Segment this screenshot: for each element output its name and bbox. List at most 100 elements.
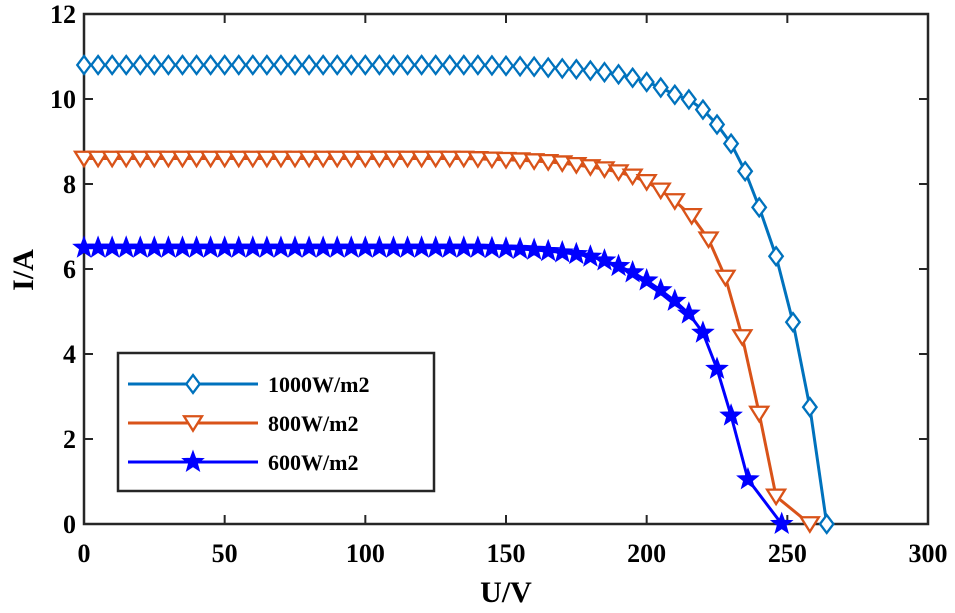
x-tick-label: 50	[212, 539, 238, 568]
data-point	[497, 54, 515, 77]
x-tick-label: 250	[768, 539, 807, 568]
data-point	[596, 61, 613, 84]
data-point	[230, 54, 247, 76]
y-tick-label: 8	[63, 170, 76, 199]
data-point	[697, 231, 720, 250]
data-point	[784, 311, 802, 334]
legend-item: 1000W/m2	[128, 372, 369, 397]
data-point	[185, 150, 208, 169]
data-point	[241, 150, 264, 169]
data-point	[523, 153, 546, 171]
data-point	[708, 113, 726, 136]
data-point	[357, 54, 374, 76]
legend-label: 800W/m2	[268, 411, 358, 436]
data-point	[314, 54, 332, 76]
data-point	[86, 150, 110, 169]
series-1	[72, 150, 821, 534]
data-point	[413, 54, 430, 76]
data-point	[705, 356, 729, 379]
data-point	[441, 54, 458, 76]
data-point	[72, 150, 96, 169]
data-point	[188, 54, 205, 76]
data-point	[174, 54, 191, 76]
data-point	[769, 511, 794, 535]
data-point	[483, 54, 501, 77]
data-point	[634, 268, 659, 291]
data-point	[579, 159, 602, 177]
data-point	[115, 150, 138, 169]
data-point	[606, 253, 631, 277]
data-point	[255, 150, 278, 169]
data-point	[132, 54, 149, 76]
series-layer	[72, 54, 835, 535]
data-point	[798, 516, 821, 534]
data-point	[714, 269, 737, 288]
data-point	[410, 150, 433, 169]
data-point	[283, 150, 307, 169]
data-point	[767, 245, 785, 268]
data-point	[694, 98, 712, 121]
data-point	[300, 54, 318, 76]
data-point	[157, 150, 180, 169]
data-point	[199, 150, 222, 169]
data-point	[340, 150, 363, 169]
data-point	[731, 329, 754, 347]
data-point	[494, 151, 518, 170]
data-point	[329, 54, 346, 76]
y-axis-title: I/A	[7, 249, 40, 291]
data-point	[75, 54, 93, 76]
data-point	[480, 151, 504, 170]
data-point	[424, 150, 447, 169]
data-point	[663, 193, 686, 211]
data-point	[578, 244, 603, 267]
data-point	[227, 150, 250, 169]
x-tick-label: 300	[909, 539, 948, 568]
data-point	[427, 54, 444, 76]
x-tick-label: 0	[78, 539, 91, 568]
data-point	[677, 301, 701, 324]
data-point	[649, 182, 672, 201]
data-point	[297, 150, 321, 169]
data-point	[648, 277, 673, 301]
data-point	[736, 466, 760, 490]
data-point	[691, 320, 715, 343]
data-point	[551, 155, 574, 173]
y-tick-label: 0	[63, 510, 76, 539]
data-point	[751, 196, 768, 219]
data-point	[202, 54, 219, 76]
data-point	[652, 76, 669, 99]
data-point	[396, 150, 419, 169]
data-point	[508, 152, 532, 171]
data-point	[469, 54, 487, 76]
x-tick-label: 200	[627, 539, 666, 568]
data-point	[382, 150, 405, 169]
data-point	[765, 488, 788, 507]
data-point	[748, 405, 771, 424]
data-point	[536, 238, 561, 262]
data-point	[801, 396, 819, 419]
y-tick-label: 2	[63, 425, 76, 454]
data-point	[620, 259, 645, 283]
data-point	[216, 54, 233, 76]
data-point	[101, 150, 124, 169]
data-point	[89, 54, 107, 76]
data-point	[722, 132, 740, 155]
data-point	[103, 54, 121, 76]
data-point	[438, 150, 461, 169]
data-point	[171, 150, 194, 169]
data-point	[582, 59, 599, 82]
data-point	[550, 239, 575, 263]
data-point	[635, 173, 658, 192]
data-point	[143, 150, 166, 169]
data-point	[269, 150, 293, 169]
data-point	[354, 150, 377, 169]
legend-marker	[181, 449, 205, 473]
data-point	[399, 54, 416, 76]
data-point	[452, 150, 475, 169]
data-point	[385, 54, 402, 76]
y-tick-label: 6	[63, 255, 76, 284]
x-tick-label: 150	[487, 539, 526, 568]
data-point	[368, 150, 391, 169]
data-point	[258, 54, 276, 76]
